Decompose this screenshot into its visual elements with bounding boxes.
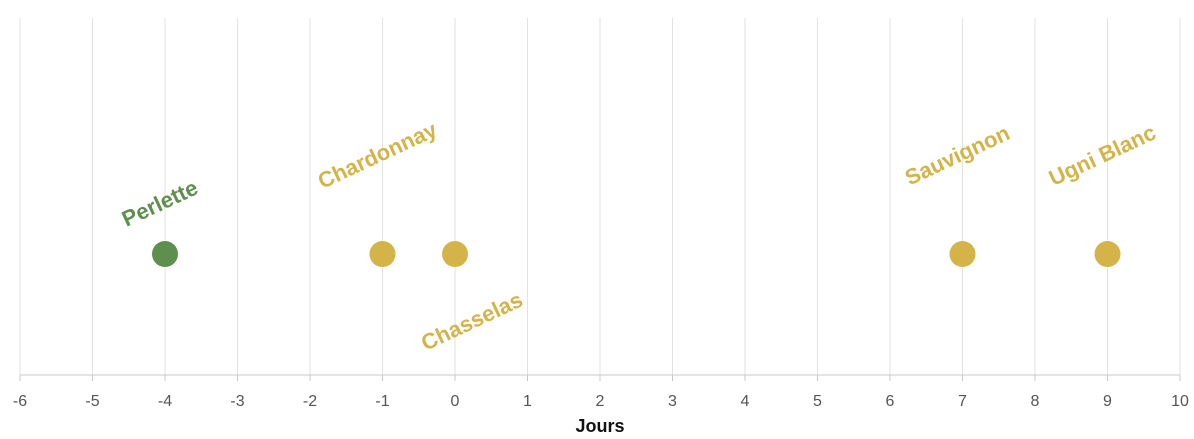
x-tick-label: -4 [158, 393, 172, 410]
data-points [152, 241, 1121, 267]
data-point [442, 241, 468, 267]
data-label: Ugni Blanc [1045, 120, 1160, 191]
data-label: Chardonnay [314, 116, 442, 193]
data-point [152, 241, 178, 267]
x-tick-label: 1 [523, 393, 532, 410]
data-point [949, 241, 976, 267]
x-axis-title: Jours [575, 416, 624, 436]
grid-lines [19, 18, 1181, 375]
data-label: Sauvignon [901, 120, 1013, 190]
x-tick-label: 2 [596, 393, 605, 410]
x-tick-label: -6 [13, 393, 27, 410]
x-tick-label: 5 [813, 393, 822, 410]
x-tick-label: 9 [1103, 393, 1112, 410]
x-tick-label: -1 [375, 393, 389, 410]
data-label: Chasselas [417, 287, 526, 356]
x-axis-ticks: -6 -5 -4 -3 -2 -1 0 1 2 3 4 5 6 7 8 9 10 [13, 375, 1189, 410]
x-tick-label: 0 [451, 393, 460, 410]
x-tick-label: -3 [230, 393, 244, 410]
x-tick-label: 10 [1171, 393, 1189, 410]
x-tick-label: -5 [85, 393, 99, 410]
x-tick-label: 3 [668, 393, 677, 410]
data-labels: Perlette Chardonnay Chasselas Sauvignon Ugni… [118, 116, 1160, 355]
data-point [369, 241, 396, 267]
x-tick-label: -2 [303, 393, 317, 410]
x-tick-label: 7 [958, 393, 967, 410]
x-tick-label: 8 [1031, 393, 1040, 410]
data-label: Perlette [118, 175, 202, 232]
x-tick-label: 4 [741, 393, 750, 410]
x-tick-label: 6 [886, 393, 895, 410]
data-point [1094, 241, 1121, 267]
